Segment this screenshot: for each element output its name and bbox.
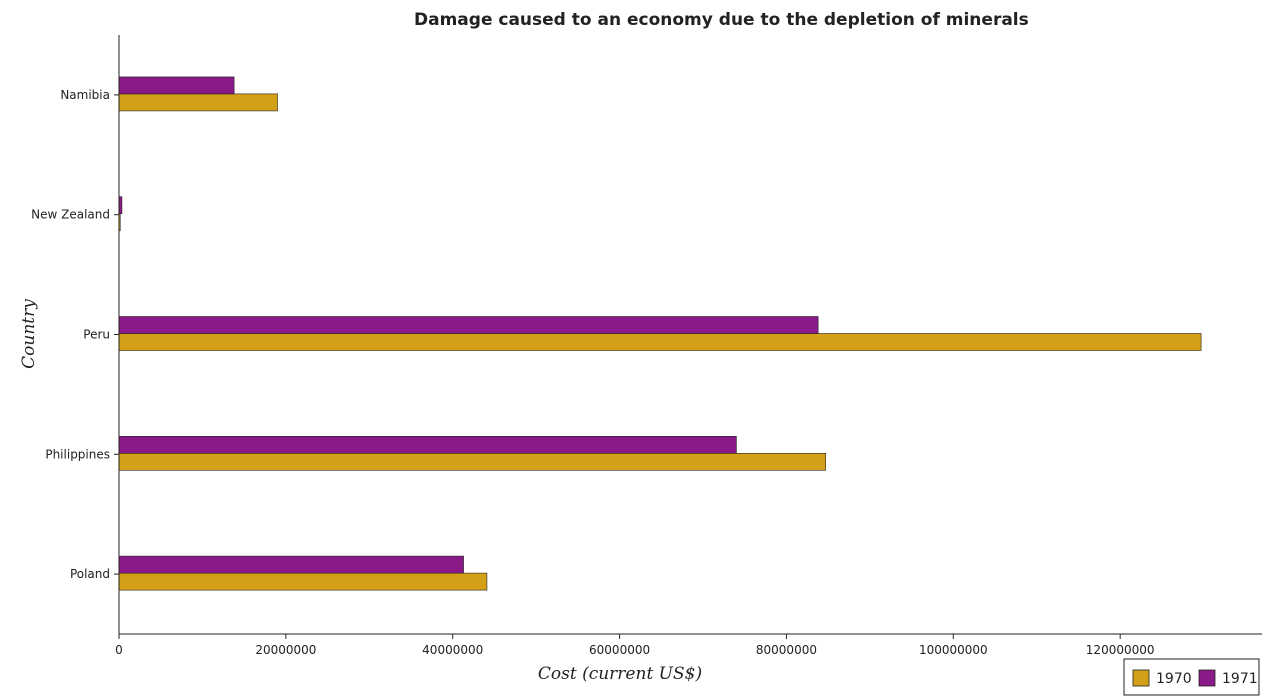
y-axis: Namibia New Zealand Peru Philippines Poland	[31, 35, 120, 634]
y-tick-label: Philippines	[45, 447, 110, 461]
x-axis-label: Cost (current US$)	[538, 664, 702, 684]
legend-label-1971: 1971	[1222, 671, 1258, 687]
y-tick-label: Peru	[83, 328, 110, 342]
bar-philippines-1971	[118, 435, 737, 454]
bar-philippines-1970	[118, 452, 826, 471]
bar-namibia-1971	[118, 76, 235, 95]
x-tick-label: 100000000	[919, 643, 988, 657]
legend-swatch-1971	[1198, 669, 1216, 687]
y-tick-label: New Zealand	[31, 208, 110, 222]
bar-poland-1970	[118, 572, 488, 591]
x-tick-label: 40000000	[422, 643, 483, 657]
bar-poland-1971	[118, 555, 464, 574]
x-axis: 0 20000000 40000000 60000000 80000000 1000000…	[115, 633, 1262, 657]
bar-namibia-1970	[118, 93, 278, 112]
x-tick-label: 0	[115, 643, 123, 657]
x-tick-label: 120000000	[1086, 643, 1155, 657]
x-tick-label: 80000000	[756, 643, 817, 657]
y-axis-label: Country	[19, 299, 39, 369]
legend: 1970 1971	[1123, 658, 1260, 696]
x-tick-label: 20000000	[255, 643, 316, 657]
legend-box	[1123, 658, 1260, 696]
y-tick-label: Poland	[70, 567, 110, 581]
chart-title: Damage caused to an economy due to the d…	[414, 10, 1029, 30]
bars	[118, 76, 1202, 591]
legend-label-1970: 1970	[1156, 671, 1192, 687]
legend-swatch-1970	[1132, 669, 1150, 687]
y-tick-label: Namibia	[60, 88, 110, 102]
x-tick-label: 60000000	[589, 643, 650, 657]
bar-peru-1970	[118, 333, 1202, 351]
bar-peru-1971	[118, 316, 819, 334]
